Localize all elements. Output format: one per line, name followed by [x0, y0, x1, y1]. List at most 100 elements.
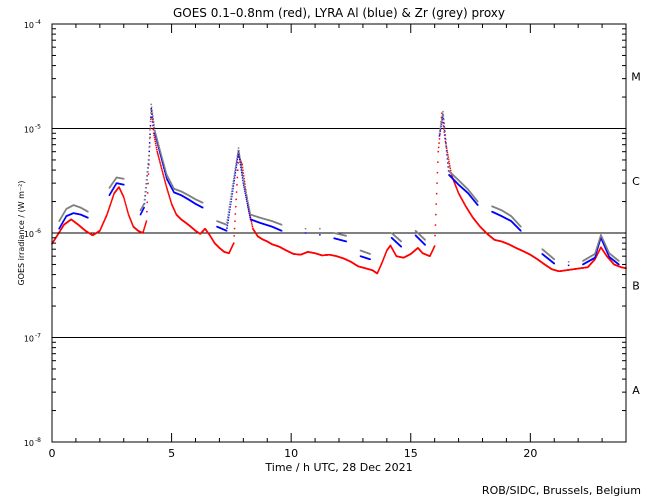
- data-point: [140, 211, 143, 214]
- data-point: [175, 212, 177, 215]
- data-point: [383, 256, 385, 259]
- data-point: [237, 149, 239, 152]
- data-point: [597, 246, 599, 248]
- data-point: [149, 133, 151, 136]
- data-point: [606, 248, 609, 250]
- data-point: [602, 241, 604, 244]
- data-point: [237, 153, 239, 156]
- data-point: [601, 237, 604, 240]
- data-point: [169, 181, 172, 183]
- data-point: [246, 197, 249, 200]
- data-point: [157, 143, 160, 145]
- data-point: [142, 229, 145, 232]
- data-point: [380, 263, 383, 266]
- data-point: [246, 202, 249, 205]
- data-point: [167, 177, 170, 179]
- data-point: [242, 175, 244, 178]
- data-point: [150, 109, 153, 111]
- data-point: [607, 249, 609, 252]
- data-point: [454, 184, 457, 186]
- data-point: [453, 182, 456, 184]
- data-point: [227, 213, 229, 216]
- data-point: [160, 155, 163, 157]
- data-point: [238, 149, 240, 152]
- data-point: [430, 252, 432, 255]
- data-point: [602, 243, 605, 245]
- data-point: [247, 201, 249, 204]
- data-point: [448, 160, 450, 163]
- data-point: [131, 223, 134, 226]
- data-point: [148, 163, 150, 166]
- y-tick-label: 10: [24, 126, 34, 135]
- data-point: [595, 251, 598, 254]
- data-point: [173, 209, 176, 211]
- data-point: [451, 175, 453, 177]
- data-point: [605, 246, 608, 248]
- data-point: [160, 155, 162, 157]
- data-point: [107, 210, 109, 212]
- data-point: [161, 156, 163, 159]
- data-point: [174, 210, 176, 212]
- data-point: [382, 259, 384, 262]
- data-point: [168, 193, 170, 196]
- data-point: [236, 184, 238, 186]
- data-point: [225, 230, 228, 232]
- data-point: [87, 210, 89, 213]
- data-point: [604, 243, 607, 246]
- data-point: [143, 203, 145, 205]
- x-tick-label: 0: [49, 447, 56, 460]
- data-point: [319, 227, 321, 230]
- data-point: [237, 162, 239, 164]
- data-point: [445, 142, 447, 145]
- data-point: [243, 184, 246, 186]
- data-point: [433, 246, 436, 248]
- data-point: [432, 248, 434, 251]
- data-point: [248, 210, 250, 213]
- data-point: [163, 178, 166, 180]
- data-point: [453, 180, 455, 182]
- data-point: [122, 194, 124, 197]
- data-point: [163, 176, 165, 179]
- data-point: [605, 245, 607, 247]
- data-point: [158, 158, 160, 161]
- data-point: [237, 154, 240, 157]
- data-point: [171, 187, 173, 190]
- data-point: [606, 247, 608, 249]
- data-point: [166, 174, 168, 176]
- data-point: [157, 144, 159, 147]
- data-point: [596, 254, 598, 257]
- data-point: [520, 230, 522, 232]
- data-point: [249, 216, 251, 219]
- data-point: [446, 154, 449, 157]
- data-point: [233, 242, 235, 244]
- data-point: [158, 157, 160, 159]
- data-point: [455, 186, 457, 188]
- data-point: [243, 182, 245, 184]
- data-point: [227, 219, 229, 221]
- data-point: [164, 168, 166, 170]
- data-point: [153, 126, 156, 129]
- data-point: [152, 132, 155, 135]
- data-point: [430, 252, 433, 254]
- data-point: [171, 184, 173, 186]
- data-point: [441, 115, 443, 118]
- data-point: [101, 224, 103, 227]
- data-point: [567, 264, 570, 267]
- data-point: [229, 203, 232, 206]
- data-point: [567, 261, 570, 263]
- data-point: [110, 200, 113, 203]
- data-point: [240, 160, 242, 163]
- data-point: [145, 183, 147, 185]
- data-point: [457, 190, 459, 192]
- data-point: [304, 227, 307, 230]
- data-point: [438, 138, 441, 140]
- data-point: [152, 118, 154, 120]
- data-point: [165, 172, 168, 175]
- data-point: [170, 181, 172, 184]
- data-point: [598, 240, 600, 242]
- data-point: [168, 181, 170, 184]
- data-point: [445, 138, 447, 141]
- data-point: [123, 197, 125, 200]
- data-point: [128, 215, 131, 218]
- data-point: [228, 206, 231, 208]
